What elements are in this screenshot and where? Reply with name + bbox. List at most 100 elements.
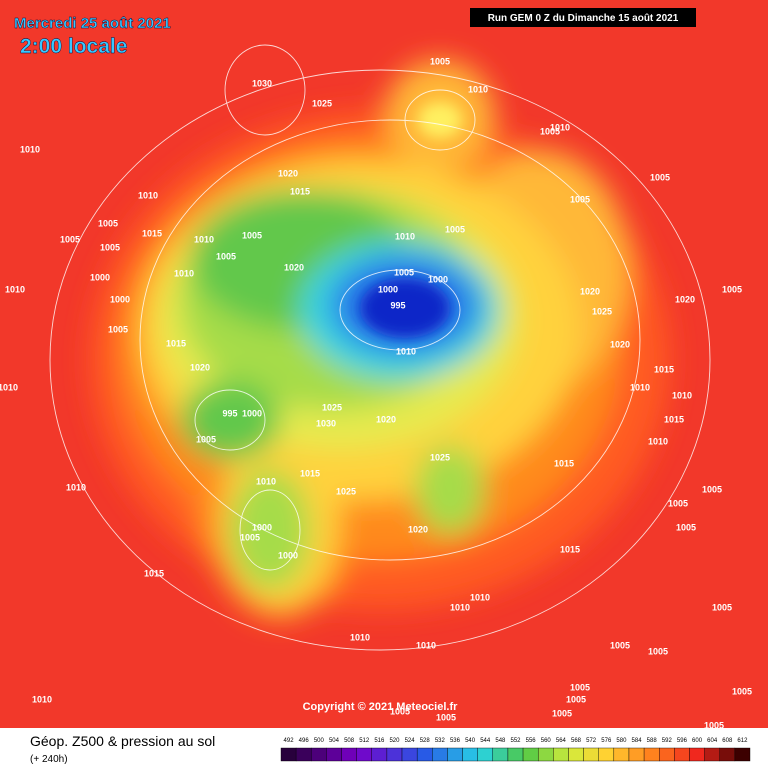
scale-swatch (295, 747, 312, 762)
isobar-label: 1010 (66, 482, 86, 492)
isobar-label: 1025 (336, 486, 356, 496)
isobar-label: 995 (222, 408, 237, 418)
isobar-label: 1010 (350, 632, 370, 642)
isobar-label: 1010 (450, 602, 470, 612)
scale-label: 560 (541, 738, 552, 744)
scale-swatch (477, 747, 494, 762)
isobar-label: 1000 (90, 272, 110, 282)
isobar-label: 1020 (376, 414, 396, 424)
isobar-label: 1000 (378, 284, 398, 294)
scale-label: 576 (601, 738, 612, 744)
run-box (470, 8, 696, 27)
isobar-label: 1005 (648, 646, 668, 656)
isobar-label: 1015 (290, 186, 310, 196)
scale-label: 492 (284, 738, 295, 744)
scale-label: 580 (616, 738, 627, 744)
isobar-label: 1015 (300, 468, 320, 478)
scale-label: 512 (359, 738, 370, 744)
scale-swatch (568, 747, 584, 762)
isobar-label: 1020 (610, 339, 630, 349)
scale-swatch (416, 747, 433, 762)
scale-swatch (583, 747, 599, 762)
isobar-label: 1005 (610, 640, 630, 650)
scale-label: 588 (647, 738, 658, 744)
scale-label: 504 (329, 738, 340, 744)
scale-label: 548 (495, 738, 506, 744)
scale-swatch (522, 747, 539, 762)
isobar-label: 1005 (60, 234, 80, 244)
isobar-label: 1010 (32, 694, 52, 704)
scale-swatch (356, 747, 372, 762)
scale-swatch (326, 747, 342, 762)
footer-subtitle: (+ 240h) (30, 754, 68, 765)
scale-swatch (280, 747, 297, 762)
scale-label: 596 (677, 738, 688, 744)
scale-label: 528 (420, 738, 431, 744)
scale-swatch (598, 747, 615, 762)
isobar-label: 1010 (194, 234, 214, 244)
isobar-label: 1005 (552, 708, 572, 718)
isobar-label: 1005 (570, 194, 590, 204)
isobar-label: 995 (390, 300, 405, 310)
isobar-label: 1005 (732, 686, 752, 696)
scale-swatch (447, 747, 463, 762)
isobar-label: 1015 (560, 544, 580, 554)
isobar-label: 1025 (430, 452, 450, 462)
isobar-label: 1005 (566, 694, 586, 704)
isobar-label: 1010 (0, 382, 18, 392)
isobar-label: 1005 (540, 126, 560, 136)
scale-swatch (674, 747, 690, 762)
scale-swatch (553, 747, 569, 762)
scale-swatch (719, 747, 736, 762)
isobar-label: 1005 (704, 720, 724, 730)
scale-label: 500 (314, 738, 325, 744)
isobar-label: 1005 (668, 498, 688, 508)
isobar-label: 1005 (676, 522, 696, 532)
scale-label: 612 (737, 738, 748, 744)
isobar-label: 1025 (312, 98, 332, 108)
isobar-label: 1015 (144, 568, 164, 578)
isobar-label: 1010 (550, 122, 570, 132)
scale-label: 608 (722, 738, 733, 744)
isobar-label: 1005 (390, 706, 410, 716)
isobar-label: 1015 (654, 364, 674, 374)
scale-label: 568 (571, 738, 582, 744)
scale-label: 516 (374, 738, 385, 744)
isobar-label: 1000 (110, 294, 130, 304)
isobar-label: 1005 (445, 224, 465, 234)
isobar-label: 1010 (174, 268, 194, 278)
scale-label: 556 (526, 738, 537, 744)
isobar-label: 1015 (664, 414, 684, 424)
copyright: Copyright © 2021 Meteociel.fr (303, 701, 459, 713)
scale-swatch (401, 747, 418, 762)
scale-label: 584 (632, 738, 643, 744)
isobar-label: 1000 (428, 274, 448, 284)
isobar-label: 1020 (675, 294, 695, 304)
height-field (90, 60, 670, 620)
isobar-label: 1015 (142, 228, 162, 238)
scale-label: 572 (586, 738, 597, 744)
isobar-label: 1030 (316, 418, 336, 428)
scale-label: 536 (450, 738, 461, 744)
isobar-label: 1005 (98, 218, 118, 228)
scale-swatch (537, 747, 554, 762)
scale-label: 592 (662, 738, 673, 744)
isobar-label: 1010 (5, 284, 25, 294)
isobar-label: 1020 (408, 524, 428, 534)
scale-label: 520 (389, 738, 400, 744)
scale-swatch (432, 747, 448, 762)
scale-swatch (613, 747, 630, 762)
scale-swatch (492, 747, 509, 762)
isobar-label: 1010 (396, 346, 416, 356)
scale-label: 552 (510, 738, 521, 744)
isobar-label: 1020 (278, 168, 298, 178)
scale-label: 532 (435, 738, 446, 744)
isobar-label: 1025 (592, 306, 612, 316)
isobar-label: 1015 (554, 458, 574, 468)
isobar-label: 1010 (672, 390, 692, 400)
scale-swatch (386, 747, 403, 762)
isobar-label: 1010 (416, 640, 436, 650)
isobar-label: 1015 (166, 338, 186, 348)
scale-label: 600 (692, 738, 703, 744)
